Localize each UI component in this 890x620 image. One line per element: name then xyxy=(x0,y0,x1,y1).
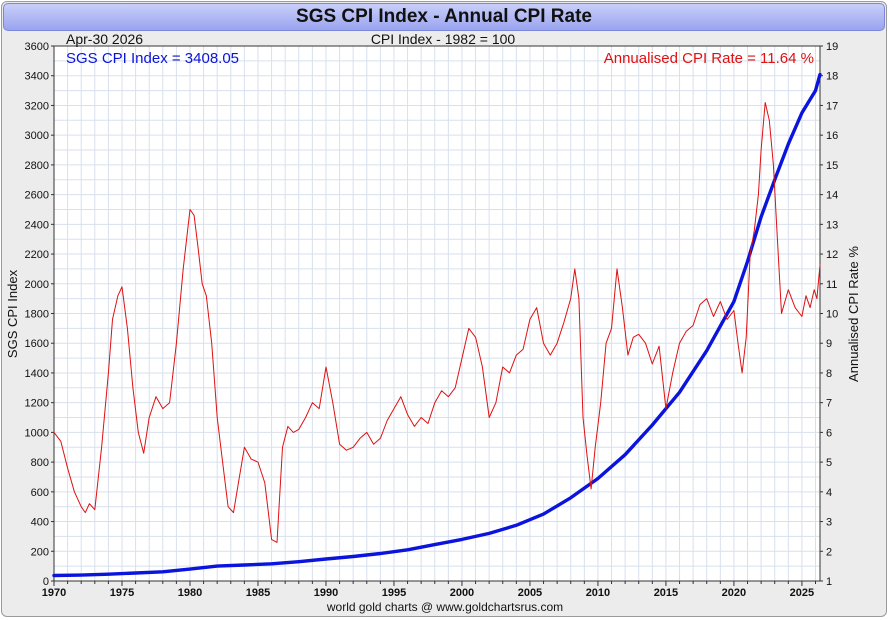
y-left-tick-label: 2400 xyxy=(25,219,49,231)
y-right-tick-label: 12 xyxy=(826,249,838,261)
y-right-tick-label: 11 xyxy=(826,279,837,291)
y-right-tick-label: 14 xyxy=(826,190,838,202)
y-left-tick-label: 1400 xyxy=(25,368,49,380)
y-left-tick-label: 1800 xyxy=(25,309,49,321)
footer-credit: world gold charts @ www.goldchartsrus.co… xyxy=(326,600,564,614)
y-left-tick-label: 200 xyxy=(31,546,49,558)
y-right-tick-label: 15 xyxy=(826,160,838,172)
y-right-tick-label: 8 xyxy=(826,368,832,380)
x-tick-label: 1995 xyxy=(382,587,406,599)
y-right-tick-label: 17 xyxy=(826,100,838,112)
chart-subtitle: CPI Index - 1982 = 100 xyxy=(371,31,516,47)
x-tick-label: 2015 xyxy=(654,587,678,599)
chart-title: SGS CPI Index - Annual CPI Rate xyxy=(3,3,885,31)
y-axis-right-label: Annualised CPI Rate % xyxy=(846,246,861,382)
y-right-tick-label: 5 xyxy=(826,457,832,469)
y-left-tick-label: 3200 xyxy=(25,100,49,112)
y-left-tick-label: 1000 xyxy=(25,427,49,439)
x-tick-label: 1980 xyxy=(178,587,202,599)
y-right-tick-label: 1 xyxy=(826,576,832,588)
y-left-tick-label: 600 xyxy=(31,487,49,499)
y-left-tick-label: 2800 xyxy=(25,160,49,172)
y-right-tick-label: 16 xyxy=(826,130,838,142)
y-left-tick-label: 1600 xyxy=(25,338,49,350)
series-layer xyxy=(52,72,822,578)
series-line-sgs-cpi-index xyxy=(52,72,822,578)
series-line-annualised-cpi-rate xyxy=(53,102,821,543)
x-tick-label: 2005 xyxy=(518,587,542,599)
legend-rate-value: Annualised CPI Rate = 11.64 % xyxy=(604,50,814,67)
y-right-tick-label: 13 xyxy=(826,219,838,231)
date-label: Apr-30 2026 xyxy=(66,31,143,47)
legend-index-value: SGS CPI Index = 3408.05 xyxy=(66,50,239,67)
y-right-tick-label: 18 xyxy=(826,71,838,83)
y-right-tick-label: 10 xyxy=(826,309,838,321)
y-right-tick-label: 19 xyxy=(826,41,838,53)
y-left-tick-label: 400 xyxy=(31,517,49,529)
x-tick-label: 1970 xyxy=(42,587,66,599)
y-right-tick-label: 3 xyxy=(826,517,832,529)
y-left-tick-label: 2600 xyxy=(25,190,49,202)
y-left-tick-label: 3000 xyxy=(25,130,49,142)
y-left-tick-label: 3600 xyxy=(25,41,49,53)
y-left-tick-label: 2000 xyxy=(25,279,49,291)
y-right-tick-label: 4 xyxy=(826,487,832,499)
y-right-tick-label: 9 xyxy=(826,338,832,350)
y-right-tick-label: 7 xyxy=(826,398,832,410)
y-left-tick-label: 2200 xyxy=(25,249,49,261)
x-tick-label: 2025 xyxy=(790,587,814,599)
y-axis-left-label: SGS CPI Index xyxy=(5,269,20,358)
x-tick-label: 1990 xyxy=(314,587,338,599)
y-left-tick-label: 1200 xyxy=(25,398,49,410)
x-tick-label: 2020 xyxy=(722,587,746,599)
x-tick-label: 2010 xyxy=(586,587,610,599)
x-tick-label: 1985 xyxy=(246,587,270,599)
x-tick-label: 2000 xyxy=(450,587,474,599)
y-left-tick-label: 3400 xyxy=(25,71,49,83)
y-right-tick-label: 6 xyxy=(826,427,832,439)
y-left-tick-label: 800 xyxy=(31,457,49,469)
x-tick-label: 1975 xyxy=(110,587,134,599)
y-right-tick-label: 2 xyxy=(826,546,832,558)
axes: 0200400600800100012001400160018002000220… xyxy=(25,41,839,599)
y-left-tick-label: 0 xyxy=(43,576,49,588)
